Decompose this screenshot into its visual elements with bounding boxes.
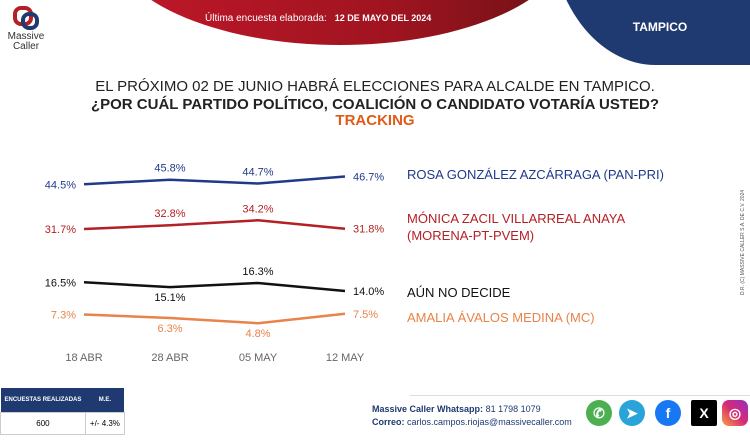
data-label: 32.8% — [154, 208, 185, 220]
data-label: 46.7% — [353, 172, 384, 184]
logo-icon — [13, 6, 39, 30]
data-label: 15.1% — [154, 292, 185, 304]
title-tracking: TRACKING — [335, 112, 415, 129]
legend-amalia: AMALIA ÁVALOS MEDINA (MC) — [407, 310, 595, 325]
series-line-3 — [83, 312, 346, 325]
whatsapp-number: 81 1798 1079 — [485, 404, 541, 414]
facebook-icon[interactable]: f — [655, 400, 681, 426]
title-line1: EL PRÓXIMO 02 DE JUNIO HABRÁ ELECCIONES … — [95, 78, 655, 95]
data-label: 44.7% — [242, 167, 273, 179]
data-label: 6.3% — [157, 323, 182, 335]
divider — [410, 395, 750, 396]
survey-date: Última encuesta elaborada: 12 DE MAYO DEL… — [205, 13, 431, 24]
logo-text: Massive Caller — [7, 31, 45, 52]
survey-date-value: 12 DE MAYO DEL 2024 — [334, 13, 432, 23]
header-surveys: ENCUESTAS REALIZADAS — [0, 388, 86, 413]
series-line-0 — [83, 175, 346, 186]
header-me: M.E. — [85, 388, 125, 413]
data-label: 7.3% — [51, 309, 76, 321]
data-label: 16.5% — [45, 277, 76, 289]
surveys-count: 600 — [0, 412, 86, 435]
legend-rosa: ROSA GONZÁLEZ AZCÁRRAGA (PAN-PRI) — [407, 167, 664, 182]
data-label: 45.8% — [154, 163, 185, 175]
data-label: 31.7% — [45, 224, 76, 236]
x-tick-label: 05 MAY — [239, 352, 278, 364]
data-label: 14.0% — [353, 286, 384, 298]
data-label: 44.5% — [45, 179, 76, 191]
data-label: 31.8% — [353, 224, 384, 236]
email-label: Correo: — [372, 417, 405, 427]
city-label: TAMPICO — [632, 20, 688, 34]
x-tick-label: 18 ABR — [65, 352, 102, 364]
stats-table: ENCUESTAS REALIZADAS M.E. 600 +/- 4.3% — [0, 388, 125, 435]
legend-monica-parties: (MORENA-PT-PVEM) — [407, 228, 535, 243]
margin-error: +/- 4.3% — [84, 412, 125, 435]
copyright: D.R. (C) MASSIVE CALLER S.A. DE C.V. 202… — [740, 189, 746, 295]
survey-label: Última encuesta elaborada: — [205, 13, 327, 24]
x-tick-label: 12 MAY — [326, 352, 365, 364]
series-line-1 — [83, 219, 346, 231]
legend-monica: MÓNICA ZACIL VILLARREAL ANAYA — [407, 211, 626, 226]
series-line-2 — [83, 281, 346, 293]
data-label: 4.8% — [245, 328, 270, 340]
whatsapp-label: Massive Caller Whatsapp: — [372, 404, 484, 414]
contact-info: Massive Caller Whatsapp: 81 1798 1079 Co… — [372, 403, 572, 429]
data-label: 7.5% — [353, 309, 378, 321]
email-address[interactable]: carlos.campos.riojas@massivecaller.com — [407, 417, 572, 427]
title-line2: ¿POR CUÁL PARTIDO POLÍTICO, COALICIÓN O … — [90, 96, 660, 113]
data-label: 34.2% — [242, 203, 273, 215]
legend-undecided: AÚN NO DECIDE — [407, 285, 511, 300]
logo: Massive Caller — [4, 6, 48, 52]
x-icon[interactable]: X — [691, 400, 717, 426]
data-label: 16.3% — [242, 266, 273, 278]
x-tick-label: 28 ABR — [151, 352, 188, 364]
telegram-icon[interactable]: ➤ — [619, 400, 645, 426]
whatsapp-icon[interactable]: ✆ — [586, 400, 612, 426]
instagram-icon[interactable]: ◎ — [722, 400, 748, 426]
